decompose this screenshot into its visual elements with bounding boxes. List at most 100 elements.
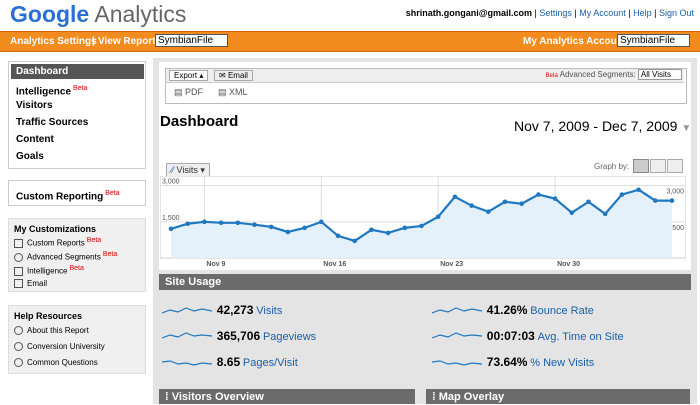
metric: 8.65 Pages/Visit <box>161 355 298 369</box>
point <box>168 226 174 232</box>
nav-item[interactable]: Content <box>11 132 144 147</box>
y-tick-label: 1,500 <box>666 225 684 232</box>
point <box>419 223 424 229</box>
metric-label[interactable]: Bounce Rate <box>530 305 594 317</box>
item-label: About this Report <box>27 326 89 335</box>
link[interactable]: My Account <box>579 8 626 18</box>
badge: Beta <box>73 85 88 92</box>
export-tab[interactable]: Export ▴ <box>169 70 209 81</box>
nav-item[interactable]: Dashboard <box>11 64 144 79</box>
item-label: Custom Reports <box>27 238 85 248</box>
sparkline <box>431 307 483 314</box>
accounts-select[interactable]: SymbianFile <box>617 34 691 47</box>
x-tick-label: Nov 16 <box>323 261 346 268</box>
area <box>171 189 672 258</box>
view-reports-label: View Reports: <box>98 36 165 47</box>
y-tick-label: 3,000 <box>162 179 180 186</box>
graph-by-month[interactable] <box>667 159 683 173</box>
item-label: Common Questions <box>27 358 98 367</box>
nav-box: Dashboard Intelligence Beta Visitors Traf… <box>8 61 146 169</box>
user-email: shrinath.gongani@gmail.com <box>405 8 533 18</box>
x-tick-label: Nov 9 <box>206 261 225 268</box>
email-tab[interactable]: ✉ Email <box>214 70 253 81</box>
sparkline <box>431 360 483 366</box>
user-links: shrinath.gongani@gmail.com | Settings | … <box>405 8 694 18</box>
graph-by-week[interactable] <box>650 159 666 173</box>
segments: Beta Advanced Segments: All Visits <box>545 69 682 80</box>
nav-item[interactable]: Traffic Sources <box>11 115 144 130</box>
graph-by: Graph by: <box>594 162 630 171</box>
panel-title: Visitors Overview <box>171 391 264 403</box>
metric-label[interactable]: Visits <box>256 305 283 317</box>
nav-item[interactable]: Intelligence Beta <box>11 81 144 97</box>
icon <box>14 279 23 289</box>
metric-value: 00:07:03 <box>486 329 535 343</box>
point <box>653 198 658 203</box>
metric-label[interactable]: Avg. Time on Site <box>537 331 624 343</box>
point <box>235 220 241 226</box>
metric-label[interactable]: Pages/Visit <box>242 357 298 369</box>
link[interactable]: Settings <box>539 8 572 18</box>
nav-item[interactable]: Goals <box>11 149 144 164</box>
xml-button[interactable]: ▤ XML <box>218 87 248 97</box>
point <box>502 199 508 205</box>
button-label: XML <box>229 87 248 97</box>
icon <box>14 326 23 336</box>
pdf-button[interactable]: ▤ PDF <box>174 87 204 97</box>
accounts-label: My Analytics Accounts: <box>523 36 636 47</box>
settings-link[interactable]: Analytics Settings <box>10 36 97 47</box>
item[interactable]: Custom Reports Beta <box>14 237 101 249</box>
toolbar: Analytics Settings | View Reports: Symbi… <box>0 31 700 52</box>
metric-label[interactable]: Pageviews <box>262 331 317 343</box>
point <box>285 229 291 235</box>
metric: 365,706 Pageviews <box>161 329 317 343</box>
point <box>519 201 524 207</box>
y-tick-label: 1,500 <box>162 215 180 222</box>
point <box>385 230 391 236</box>
divider: | <box>92 36 95 47</box>
segments-select[interactable]: All Visits <box>637 69 682 80</box>
item[interactable]: About this Report <box>14 326 89 336</box>
nav-label: Traffic Sources <box>16 117 89 128</box>
item[interactable]: Intelligence Beta <box>14 265 84 277</box>
point <box>452 194 458 200</box>
view-reports-select[interactable]: SymbianFile <box>155 34 229 47</box>
metric: 42,273 Visits <box>161 303 283 317</box>
point <box>218 220 224 226</box>
panel-title: Map Overlay <box>438 391 505 403</box>
point <box>435 214 441 220</box>
date-range-text: Nov 7, 2009 - Dec 7, 2009 <box>514 118 678 134</box>
nav-label: Content <box>16 134 54 145</box>
logo[interactable]: Google Analytics <box>10 1 186 28</box>
graph-by-day[interactable] <box>633 159 649 173</box>
metric: 73.64% % New Visits <box>431 355 595 369</box>
section-title: Help Resources <box>14 311 83 321</box>
point <box>569 210 575 215</box>
item[interactable]: Email <box>14 279 47 289</box>
item[interactable]: Advanced Segments Beta <box>14 251 117 263</box>
nav-item: Custom Reporting Beta <box>11 186 144 202</box>
metric: 41.26% Bounce Rate <box>431 303 594 317</box>
link[interactable]: Help <box>633 8 652 18</box>
badge: Beta <box>69 265 84 272</box>
export-tabs <box>166 69 684 83</box>
metric-value: 73.64% <box>486 355 528 369</box>
custom-reporting-box[interactable]: Custom Reporting Beta <box>8 180 146 206</box>
point <box>586 199 591 205</box>
nav-item[interactable]: Visitors <box>11 98 144 113</box>
link[interactable]: Sign Out <box>658 8 694 18</box>
date-range[interactable]: Nov 7, 2009 - Dec 7, 2009 ▼ <box>514 118 692 134</box>
nav-label: Visitors <box>16 100 53 111</box>
icon <box>14 253 23 263</box>
metric-value: 365,706 <box>216 329 261 343</box>
icon <box>14 267 23 277</box>
point <box>202 219 207 225</box>
point <box>352 238 357 244</box>
metric-label[interactable]: % New Visits <box>530 357 595 369</box>
point <box>602 211 608 217</box>
item[interactable]: Common Questions <box>14 358 98 368</box>
badge: Beta <box>545 73 558 79</box>
help-box: Help Resources About this Report Convers… <box>8 305 146 374</box>
item[interactable]: Conversion University <box>14 342 105 352</box>
